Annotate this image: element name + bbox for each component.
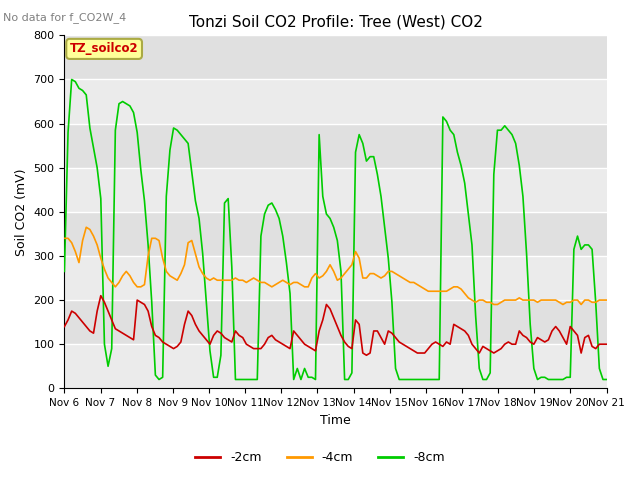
-2cm	[348, 346, 356, 351]
Bar	[65, 168, 607, 212]
Text: TZ_soilco2: TZ_soilco2	[70, 42, 138, 55]
-4cm	[603, 297, 611, 303]
Bar	[65, 123, 607, 168]
-4cm	[279, 277, 287, 283]
Bar	[65, 300, 607, 344]
-8cm	[155, 377, 163, 383]
Bar	[65, 80, 607, 123]
-8cm	[61, 268, 68, 274]
-8cm	[246, 377, 254, 383]
-2cm	[515, 328, 523, 334]
-8cm	[515, 163, 523, 168]
-2cm	[603, 341, 611, 347]
Title: Tonzi Soil CO2 Profile: Tree (West) CO2: Tonzi Soil CO2 Profile: Tree (West) CO2	[189, 15, 483, 30]
Line: -2cm: -2cm	[65, 296, 607, 355]
Bar	[65, 36, 607, 80]
-4cm	[439, 288, 447, 294]
-4cm	[370, 271, 378, 276]
-4cm	[83, 224, 90, 230]
Bar	[65, 212, 607, 256]
Y-axis label: Soil CO2 (mV): Soil CO2 (mV)	[15, 168, 28, 255]
-8cm	[68, 77, 76, 83]
-8cm	[374, 171, 381, 177]
-2cm	[243, 341, 250, 347]
X-axis label: Time: Time	[320, 414, 351, 427]
-2cm	[97, 293, 104, 299]
-8cm	[352, 149, 360, 155]
Text: No data for f_CO2W_4: No data for f_CO2W_4	[3, 12, 127, 23]
-2cm	[374, 328, 381, 334]
-8cm	[282, 260, 290, 265]
-4cm	[348, 262, 356, 268]
-2cm	[443, 339, 451, 345]
Bar	[65, 344, 607, 388]
-2cm	[279, 341, 287, 347]
-4cm	[515, 295, 523, 301]
Line: -4cm: -4cm	[65, 227, 607, 304]
-4cm	[61, 235, 68, 241]
-2cm	[61, 324, 68, 329]
Bar	[65, 256, 607, 300]
Legend: -2cm, -4cm, -8cm: -2cm, -4cm, -8cm	[190, 446, 450, 469]
-8cm	[443, 119, 451, 124]
Line: -8cm: -8cm	[65, 80, 607, 380]
-8cm	[603, 377, 611, 383]
-2cm	[363, 352, 371, 358]
-4cm	[243, 279, 250, 285]
-4cm	[490, 301, 498, 307]
